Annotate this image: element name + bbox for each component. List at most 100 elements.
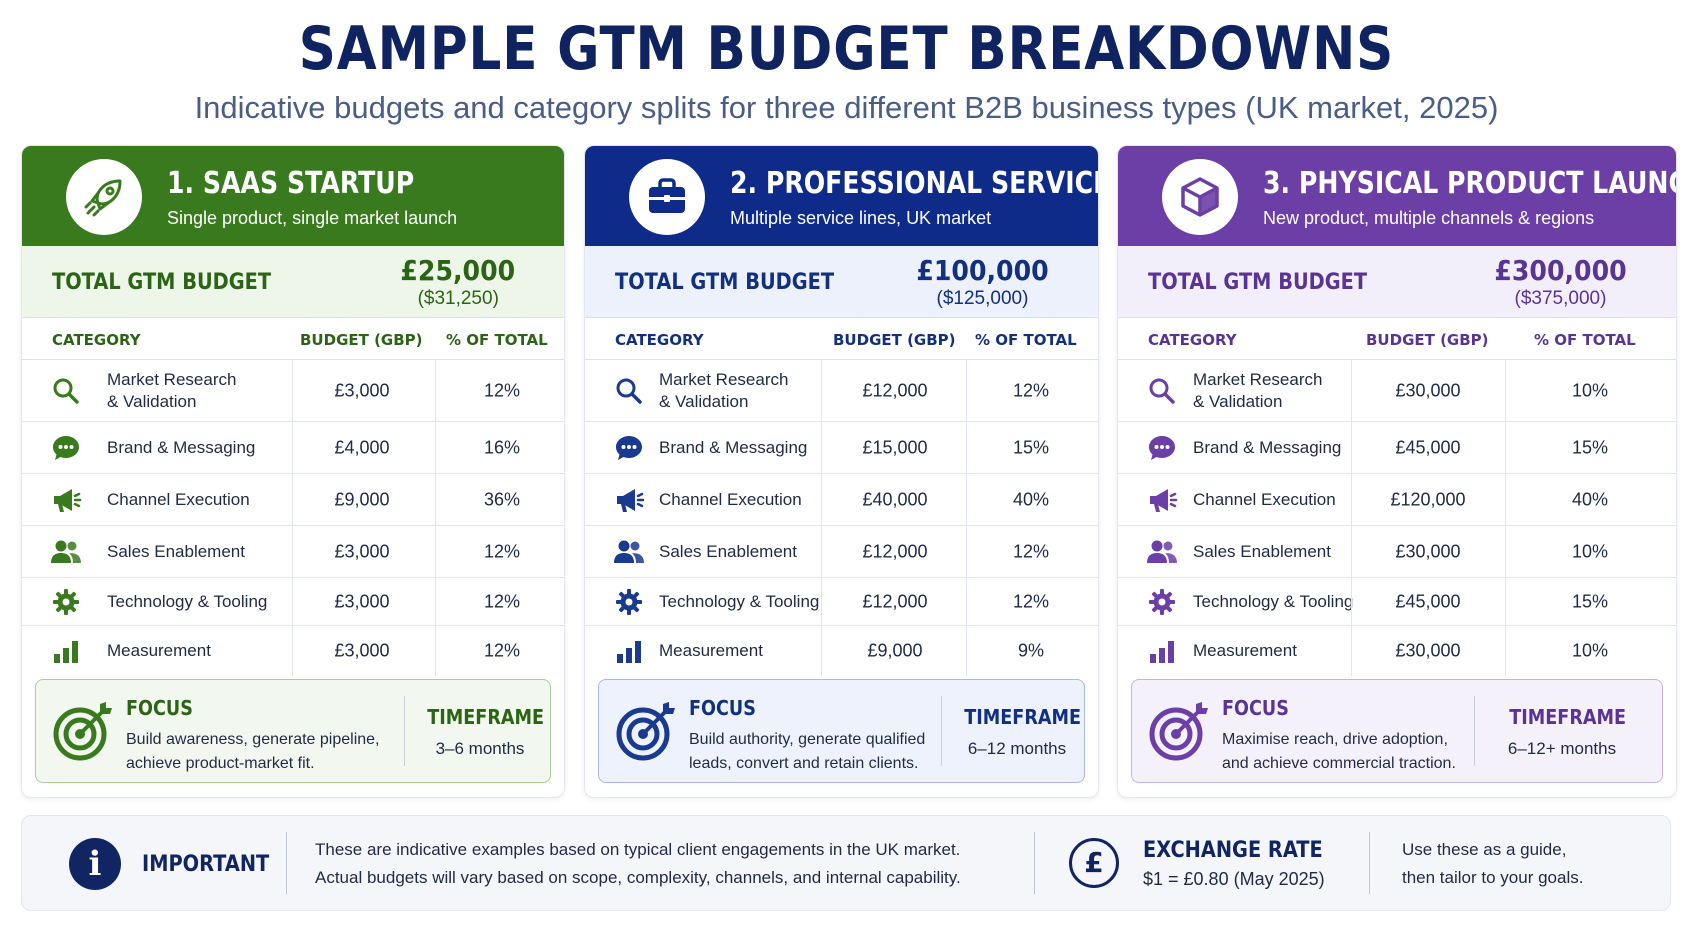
table-row: Market Research & Validation £3,000 12% xyxy=(22,360,564,422)
column-divider xyxy=(292,360,293,421)
search-icon xyxy=(613,375,645,407)
column-divider xyxy=(1351,578,1352,625)
table-header: CATEGORY BUDGET (GBP) % OF TOTAL xyxy=(1118,318,1676,360)
rocket-icon xyxy=(66,159,142,235)
focus-panel: FOCUS Build awareness, generate pipeline… xyxy=(35,679,551,783)
total-budget-amount: £100,000 ($125,000) xyxy=(909,254,1056,310)
total-budget-gbp: £25,000 xyxy=(400,254,516,287)
table-row: Measurement £3,000 12% xyxy=(22,626,564,676)
total-budget-amount: £25,000 ($31,250) xyxy=(394,254,522,310)
focus-line-1: Maximise reach, drive adoption, xyxy=(1222,731,1448,748)
guide-text: Use these as a guide, then tailor to you… xyxy=(1402,836,1583,892)
category-table: Market Research & Validation £3,000 12% … xyxy=(22,360,564,676)
budget-card: 1. SAAS STARTUP Single product, single m… xyxy=(21,145,565,798)
category-label: Sales Enablement xyxy=(659,541,797,561)
table-row: Sales Enablement £30,000 10% xyxy=(1118,526,1676,578)
table-row: Brand & Messaging £45,000 15% xyxy=(1118,422,1676,474)
card-subtitle: Single product, single market launch xyxy=(167,208,458,228)
people-icon xyxy=(1146,536,1178,568)
timeframe-label: TIMEFRAME xyxy=(964,705,1082,729)
important-line-1: These are indicative examples based on t… xyxy=(315,840,961,859)
focus-label: FOCUS xyxy=(126,696,193,720)
gear-icon xyxy=(1146,586,1178,618)
table-row: Sales Enablement £3,000 12% xyxy=(22,526,564,578)
total-budget-gbp: £300,000 xyxy=(1494,254,1627,287)
column-divider xyxy=(821,474,822,525)
table-row: Market Research & Validation £30,000 10% xyxy=(1118,360,1676,422)
percent-value: 12% xyxy=(483,541,521,561)
total-budget-gbp: £100,000 xyxy=(916,254,1049,287)
focus-divider xyxy=(1474,696,1475,766)
pound-icon: £ xyxy=(1069,838,1119,888)
column-divider xyxy=(966,360,967,421)
category-label: Measurement xyxy=(1193,641,1297,660)
guide-line-2: then tailor to your goals. xyxy=(1402,868,1584,887)
category-label: Measurement xyxy=(107,641,211,660)
category-label: Technology & Tooling xyxy=(107,591,268,611)
budget-value: £3,000 xyxy=(334,591,390,611)
briefcase-icon xyxy=(629,159,705,235)
gear-icon xyxy=(50,586,82,618)
search-icon xyxy=(1146,375,1178,407)
column-divider xyxy=(1351,626,1352,676)
table-row: Channel Execution £9,000 36% xyxy=(22,474,564,526)
column-divider xyxy=(1505,474,1506,525)
focus-text: Build awareness, generate pipeline, achi… xyxy=(126,728,380,776)
focus-panel: FOCUS Maximise reach, drive adoption, an… xyxy=(1131,679,1663,783)
table-row: Measurement £9,000 9% xyxy=(585,626,1098,676)
column-divider xyxy=(821,422,822,473)
percent-value: 16% xyxy=(483,437,521,457)
note-divider xyxy=(1369,832,1370,894)
timeframe-value: 3–6 months xyxy=(435,739,525,758)
percent-value: 9% xyxy=(1017,640,1044,661)
card-title: 3. PHYSICAL PRODUCT LAUNCH xyxy=(1263,166,1677,201)
column-divider xyxy=(292,626,293,676)
chat-bubble-icon xyxy=(1146,432,1178,464)
budget-card: 3. PHYSICAL PRODUCT LAUNCH New product, … xyxy=(1117,145,1677,798)
category-label: Brand & Messaging xyxy=(1193,437,1342,457)
column-divider xyxy=(435,626,436,676)
table-header: CATEGORY BUDGET (GBP) % OF TOTAL xyxy=(585,318,1098,360)
exchange-rate-value: $1 = £0.80 (May 2025) xyxy=(1143,869,1325,889)
table-row: Technology & Tooling £3,000 12% xyxy=(22,578,564,626)
table-row: Measurement £30,000 10% xyxy=(1118,626,1676,676)
people-icon xyxy=(613,536,645,568)
total-budget-usd: ($375,000) xyxy=(1514,288,1607,309)
percent-value: 10% xyxy=(1571,640,1609,661)
card-title: 2. PROFESSIONAL SERVICES FIRM xyxy=(730,166,1098,201)
table-row: Technology & Tooling £12,000 12% xyxy=(585,578,1098,626)
column-divider xyxy=(292,526,293,577)
percent-value: 12% xyxy=(483,640,521,661)
budget-value: £15,000 xyxy=(862,437,928,457)
category-label: Technology & Tooling xyxy=(1193,591,1354,611)
gear-icon xyxy=(613,586,645,618)
percent-value: 40% xyxy=(1571,489,1609,509)
column-divider xyxy=(292,474,293,525)
budget-card: 2. PROFESSIONAL SERVICES FIRM Multiple s… xyxy=(584,145,1099,798)
percent-value: 15% xyxy=(1571,437,1609,457)
timeframe-label: TIMEFRAME xyxy=(427,705,545,729)
category-label: Market Research & Validation xyxy=(107,369,237,411)
card-header: 3. PHYSICAL PRODUCT LAUNCH New product, … xyxy=(1118,146,1676,246)
focus-text: Build authority, generate qualified lead… xyxy=(689,728,925,776)
important-text: These are indicative examples based on t… xyxy=(315,836,961,892)
total-budget-label: TOTAL GTM BUDGET xyxy=(1148,270,1368,295)
column-header-pct: % OF TOTAL xyxy=(975,331,1077,349)
table-row: Channel Execution £40,000 40% xyxy=(585,474,1098,526)
card-subtitle: New product, multiple channels & regions xyxy=(1263,208,1595,228)
category-table: Market Research & Validation £12,000 12%… xyxy=(585,360,1098,676)
column-header-category: CATEGORY xyxy=(615,331,704,349)
column-divider xyxy=(821,626,822,676)
focus-panel: FOCUS Build authority, generate qualifie… xyxy=(598,679,1085,783)
column-divider xyxy=(966,578,967,625)
note-divider xyxy=(286,832,287,894)
card-header: 1. SAAS STARTUP Single product, single m… xyxy=(22,146,564,246)
focus-label: FOCUS xyxy=(689,696,756,720)
category-label: Brand & Messaging xyxy=(659,437,808,457)
column-divider xyxy=(435,474,436,525)
total-budget-label: TOTAL GTM BUDGET xyxy=(615,270,835,295)
column-header-budget: BUDGET (GBP) xyxy=(300,331,423,349)
focus-line-1: Build authority, generate qualified xyxy=(689,731,926,748)
category-label: Market Research & Validation xyxy=(1193,369,1323,411)
timeframe-value: 6–12+ months xyxy=(1507,739,1617,758)
